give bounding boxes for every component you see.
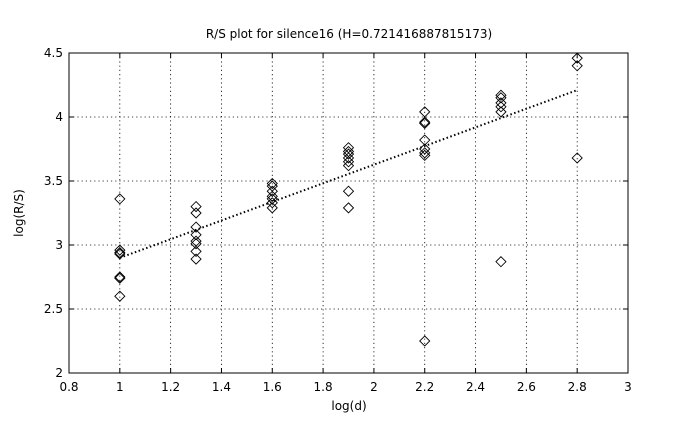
data-point-diamond [571, 152, 583, 164]
data-point-diamond [190, 238, 202, 250]
data-point-diamond [419, 143, 431, 155]
data-point-diamond [495, 106, 507, 118]
data-point-diamond [190, 221, 202, 233]
data-point-diamond [495, 89, 507, 101]
plot-frame [68, 52, 629, 374]
data-points [114, 52, 583, 347]
data-point-diamond [419, 335, 431, 347]
data-point-diamond [114, 271, 126, 283]
x-tick-label: 3 [624, 380, 632, 394]
x-tick-label: 1.8 [314, 380, 333, 394]
data-point-diamond [190, 207, 202, 219]
data-point-diamond [190, 253, 202, 265]
data-point-diamond [266, 202, 278, 214]
data-point-diamond [190, 245, 202, 258]
data-point-diamond [495, 256, 507, 268]
data-point-diamond [266, 193, 278, 205]
x-tick-label: 2.6 [517, 380, 536, 394]
data-point-diamond [419, 149, 431, 162]
data-point-diamond [266, 197, 278, 209]
x-tick-label: 2.4 [466, 380, 485, 394]
y-axis-label: log(R/S) [12, 189, 26, 237]
data-point-diamond [419, 147, 431, 159]
data-point-diamond [114, 290, 126, 302]
data-point-diamond [571, 52, 583, 64]
y-tick-label: 4.5 [44, 46, 63, 60]
chart-title: R/S plot for silence16 (H=0.721416887815… [206, 27, 492, 41]
data-point-diamond [342, 142, 355, 154]
y-tick-label: 3.5 [44, 174, 63, 188]
data-point-diamond [342, 202, 355, 214]
axis-ticks [68, 52, 629, 374]
data-point-diamond [190, 200, 202, 213]
y-tick-label: 3 [55, 238, 63, 252]
y-tick-label: 2.5 [44, 302, 63, 316]
x-tick-label: 1.6 [263, 380, 282, 394]
x-tick-label: 0.8 [59, 380, 78, 394]
x-tick-label: 2 [370, 380, 378, 394]
data-point-diamond [419, 134, 431, 146]
data-point-diamond [419, 116, 431, 128]
x-axis-label: log(d) [331, 399, 366, 413]
regression-line [119, 89, 578, 259]
data-point-diamond [342, 156, 355, 168]
data-point-diamond [266, 177, 278, 190]
x-tick-labels: 0.8 1 1.2 1.4 1.6 1.8 2 2.2 2.4 2.6 2.8 3 [59, 380, 631, 394]
data-point-diamond [114, 244, 126, 256]
x-tick-label: 2.8 [568, 380, 587, 394]
y-tick-label: 2 [55, 366, 63, 380]
data-point-diamond [342, 160, 355, 172]
data-point-diamond [190, 229, 202, 241]
data-point-diamond [114, 247, 126, 259]
data-point-diamond [342, 185, 355, 197]
data-point-diamond [342, 152, 355, 164]
data-point-diamond [495, 92, 507, 104]
x-tick-label: 1 [116, 380, 124, 394]
x-tick-label: 1.4 [212, 380, 231, 394]
x-tick-label: 1.2 [161, 380, 180, 394]
data-point-diamond [495, 97, 507, 109]
data-point-diamond [266, 190, 278, 202]
data-point-diamond [266, 185, 278, 197]
data-point-diamond [419, 117, 431, 130]
data-point-diamond [114, 248, 126, 260]
y-tick-label: 4 [55, 110, 63, 124]
y-tick-labels: 2 2.5 3 3.5 4 4.5 [44, 46, 63, 380]
data-point-diamond [114, 193, 126, 205]
data-point-diamond [571, 60, 583, 72]
data-point-diamond [495, 101, 507, 113]
fit-line-group [119, 89, 578, 259]
x-tick-label: 2.2 [415, 380, 434, 394]
data-point-diamond [114, 272, 126, 284]
data-point-diamond [342, 148, 355, 160]
